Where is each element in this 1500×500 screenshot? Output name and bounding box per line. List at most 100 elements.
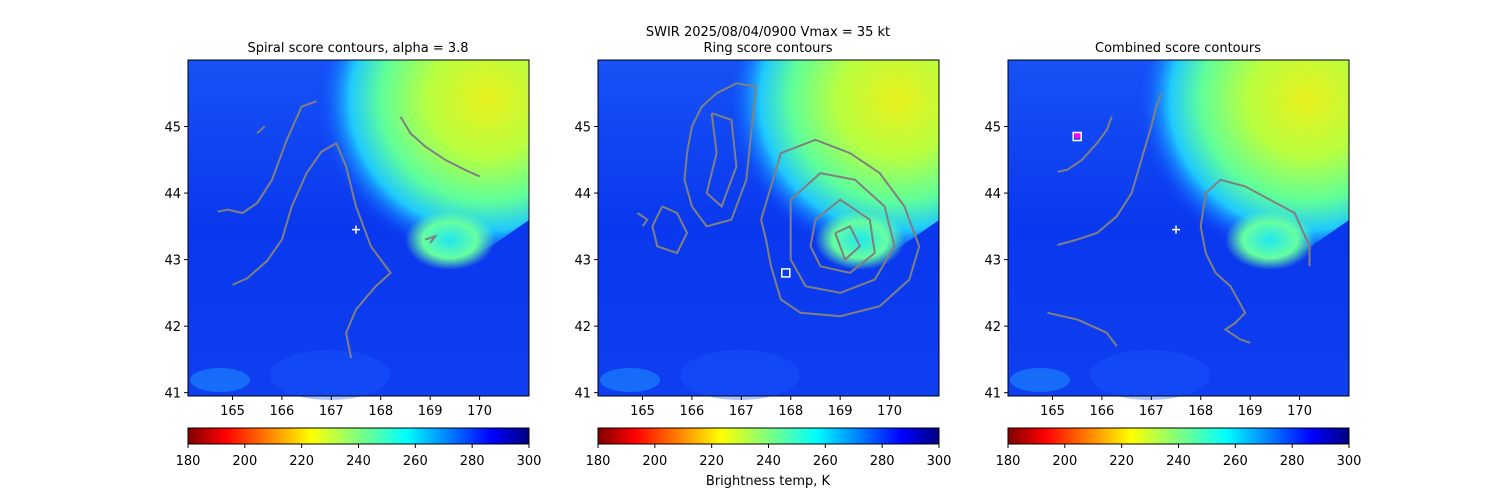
y-tick-label: 43	[984, 254, 1001, 269]
x-tick-label: 170	[467, 404, 492, 419]
axes-frame	[597, 59, 940, 397]
contour-line	[705, 112, 738, 209]
contour-line	[834, 224, 862, 262]
colorbar-tick-label: 260	[813, 454, 838, 469]
square-marker	[781, 268, 791, 278]
x-tick-label: 166	[269, 404, 294, 419]
brightness-image	[598, 60, 939, 400]
x-tick-label: 166	[679, 404, 704, 419]
contour-line	[683, 82, 758, 228]
contours-spiral	[217, 100, 481, 359]
colorbar-tick-label: 200	[232, 454, 257, 469]
y-tick-label: 42	[164, 320, 181, 335]
x-axis: 165 166 167 168 169 170	[220, 396, 492, 419]
figure-suptitle: SWIR 2025/08/04/0900 Vmax = 35 kt	[646, 25, 890, 40]
contour-line	[789, 172, 896, 294]
markers	[352, 225, 361, 234]
colorbar-tick-label: 240	[346, 454, 371, 469]
y-tick-label: 42	[574, 320, 591, 335]
panel-title: Ring score contours	[703, 41, 832, 56]
y-tick-label: 44	[984, 187, 1001, 202]
colorbar-tick-label: 280	[870, 454, 895, 469]
axes-frame	[1007, 59, 1350, 397]
colorbar-tick-label: 240	[1166, 454, 1191, 469]
magenta-dot-marker	[1073, 131, 1081, 139]
brightness-image	[188, 60, 529, 400]
colorbar-ticks: 180 200 220 240 260 280 300	[996, 444, 1362, 469]
contour-line	[1204, 252, 1251, 344]
brightness-image	[1008, 60, 1349, 400]
y-tick-label: 42	[984, 320, 1001, 335]
colorbar-tick-label: 220	[1109, 454, 1134, 469]
x-tick-label: 167	[729, 404, 754, 419]
colorbar-tick-label: 180	[996, 454, 1021, 469]
contour-line	[1199, 178, 1311, 267]
x-tick-label: 168	[1188, 404, 1213, 419]
colorbar-ticks: 180 200 220 240 260 280 300	[176, 444, 542, 469]
x-tick-label: 168	[778, 404, 803, 419]
x-tick-label: 168	[368, 404, 393, 419]
colorbar-tick-label: 280	[1280, 454, 1305, 469]
x-tick-label: 165	[220, 404, 245, 419]
x-tick-label: 169	[1238, 404, 1263, 419]
y-axis: 41 42 43 44 45	[984, 121, 1008, 402]
y-tick-label: 45	[574, 121, 591, 136]
panel-title: Combined score contours	[1095, 41, 1261, 56]
x-tick-label: 170	[1287, 404, 1312, 419]
x-tick-label: 167	[1139, 404, 1164, 419]
colorbar-tick-label: 260	[1223, 454, 1248, 469]
markers	[1072, 131, 1181, 234]
y-axis: 41 42 43 44 45	[574, 121, 598, 402]
colorbar-label: Brightness temp, K	[706, 474, 831, 489]
x-tick-label: 169	[828, 404, 853, 419]
y-tick-label: 45	[984, 121, 1001, 136]
y-tick-label: 45	[164, 121, 181, 136]
square-marker	[1072, 131, 1082, 142]
contour-line	[424, 234, 438, 244]
y-tick-label: 44	[574, 187, 591, 202]
contour-line	[636, 212, 649, 227]
contour-line	[399, 116, 481, 178]
contour-line	[232, 141, 392, 359]
colorbar-tick-label: 200	[1052, 454, 1077, 469]
y-tick-label: 43	[574, 254, 591, 269]
colorbar: 180 200 220 240 260 280 300	[176, 427, 542, 469]
colorbar-tick-label: 200	[642, 454, 667, 469]
x-tick-label: 165	[1040, 404, 1065, 419]
contour-line	[256, 125, 266, 134]
contour-line	[1057, 92, 1163, 246]
x-axis: 165 166 167 168 169 170	[630, 396, 902, 419]
y-tick-label: 43	[164, 254, 181, 269]
x-tick-label: 167	[319, 404, 344, 419]
y-tick-label: 41	[984, 387, 1001, 402]
x-axis: 165 166 167 168 169 170	[1040, 396, 1312, 419]
colorbar: 180 200 220 240 260 280 300	[996, 427, 1362, 469]
panel-title: Spiral score contours, alpha = 3.8	[247, 41, 468, 56]
colorbar-tick-label: 280	[460, 454, 485, 469]
axes-frame	[187, 59, 530, 397]
contour-line	[651, 205, 689, 255]
colorbar: 180 200 220 240 260 280 300	[586, 427, 952, 469]
contour-line	[1057, 116, 1113, 173]
y-tick-label: 41	[574, 387, 591, 402]
x-tick-label: 166	[1089, 404, 1114, 419]
y-tick-label: 44	[164, 187, 181, 202]
panel-combined: Combined score contours 165 166 167 168 169 1…	[984, 41, 1361, 469]
center-plus-marker	[1172, 225, 1181, 234]
colorbar-tick-label: 180	[176, 454, 201, 469]
colorbar-tick-label: 240	[756, 454, 781, 469]
x-tick-label: 170	[877, 404, 902, 419]
x-tick-label: 165	[630, 404, 655, 419]
markers	[781, 268, 791, 278]
x-tick-label: 169	[418, 404, 443, 419]
colorbar-tick-label: 180	[586, 454, 611, 469]
colorbar-tick-label: 220	[289, 454, 314, 469]
colorbar-tick-label: 300	[1337, 454, 1362, 469]
colorbar-tick-label: 300	[927, 454, 952, 469]
colorbar-tick-label: 300	[517, 454, 542, 469]
contour-line	[1047, 311, 1118, 347]
colorbar-tick-label: 260	[403, 454, 428, 469]
center-plus-marker	[352, 225, 361, 234]
contour-line	[760, 138, 921, 318]
